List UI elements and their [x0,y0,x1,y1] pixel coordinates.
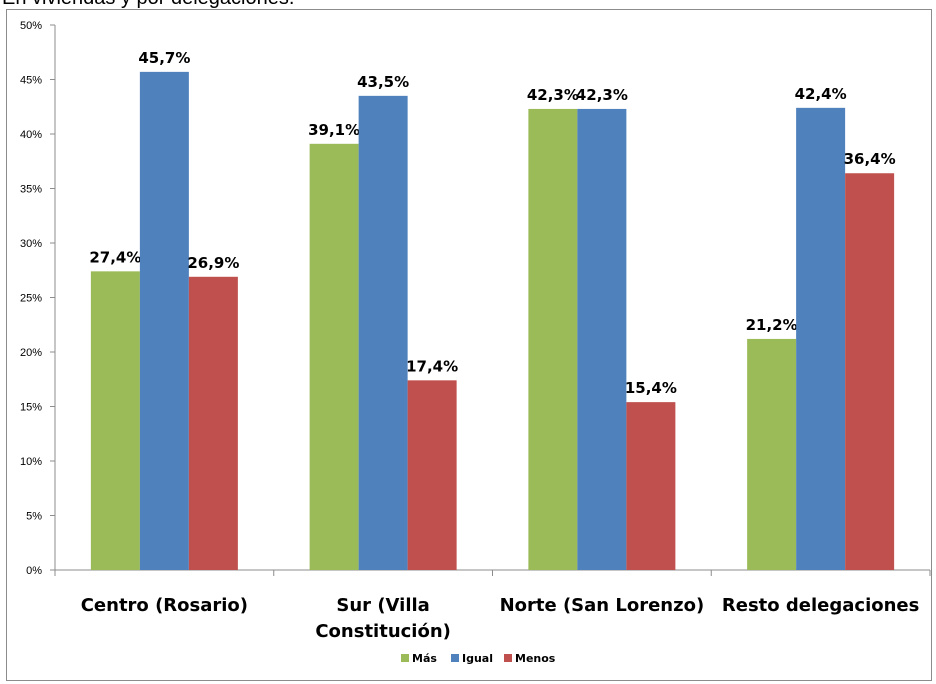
y-tick-label: 20% [20,347,42,359]
legend-swatch [504,654,512,662]
bar-igual-1 [139,71,189,571]
x-category-label: Centro (Rosario) [81,595,248,616]
x-category-label: Norte (San Lorenzo) [500,595,705,616]
bar-menos-3 [626,402,676,570]
data-label: 42,3% [527,86,579,104]
y-tick-label: 25% [20,293,42,305]
data-label: 39,1% [308,121,360,139]
y-tick-label: 5% [26,511,42,523]
x-category-label: Constitución) [315,621,451,642]
legend-swatch [401,654,409,662]
bar-ms-2 [309,143,359,570]
chart-caption: En viviendas y por delegaciones. [2,0,294,10]
data-label: 45,7% [138,49,190,67]
bar-menos-4 [845,173,895,571]
y-tick-label: 10% [20,456,42,468]
y-tick-label: 15% [20,402,42,414]
bar-menos-1 [188,276,238,570]
legend-label: Menos [515,652,556,665]
bar-menos-2 [407,380,457,570]
legend-label: Igual [462,652,493,665]
bar-igual-2 [358,95,408,570]
bar-ms-4 [747,338,797,570]
data-label: 36,4% [844,150,896,168]
bar-ms-3 [528,108,578,571]
data-label: 15,4% [625,379,677,397]
data-label: 42,3% [576,86,628,104]
bar-igual-3 [577,108,627,571]
data-label: 26,9% [187,254,239,272]
y-tick-label: 40% [20,129,42,141]
legend-label: Más [412,652,437,665]
y-tick-label: 50% [20,20,42,32]
data-label: 27,4% [89,248,141,266]
data-label: 42,4% [795,85,847,103]
legend-swatch [451,654,459,662]
y-tick-label: 35% [20,184,42,196]
x-category-label: Sur (Villa [336,595,429,616]
bar-igual-4 [796,107,846,570]
x-category-label: Resto delegaciones [722,595,919,616]
y-tick-label: 45% [20,75,42,87]
bar-ms-1 [90,271,140,570]
data-label: 43,5% [357,73,409,91]
y-tick-label: 0% [26,565,42,577]
data-label: 21,2% [746,316,798,334]
data-label: 17,4% [406,357,458,375]
y-tick-label: 30% [20,238,42,250]
